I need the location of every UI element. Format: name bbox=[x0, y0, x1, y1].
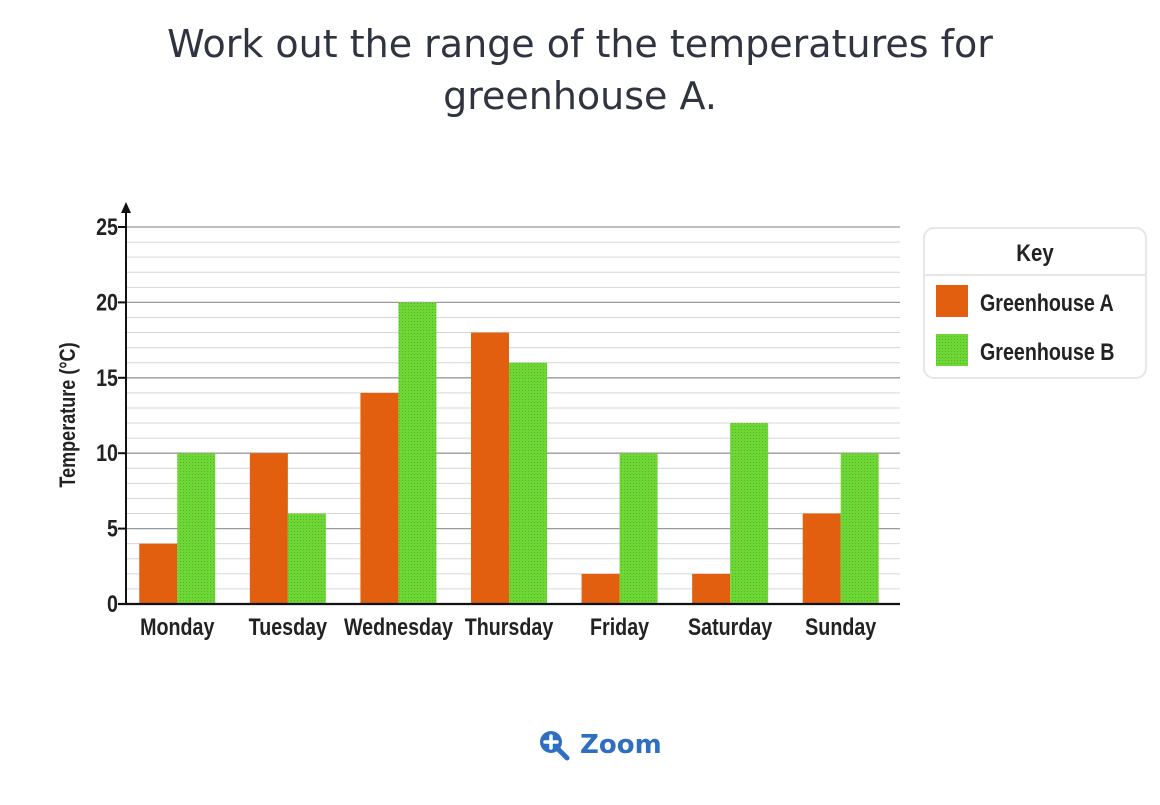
x-tick-label-saturday: Saturday bbox=[688, 613, 773, 640]
y-tick-label-25: 25 bbox=[96, 213, 118, 240]
legend-label-greenhouse-a: Greenhouse A bbox=[980, 289, 1114, 316]
y-axis-arrow bbox=[121, 202, 131, 213]
y-tick-label-5: 5 bbox=[107, 515, 118, 542]
chart-axes bbox=[118, 202, 900, 606]
question-line-2: greenhouse A. bbox=[443, 74, 717, 118]
x-tick-label-thursday: Thursday bbox=[465, 613, 554, 640]
bar-greenhouse-a-wednesday bbox=[360, 392, 399, 604]
y-axis-title: Temperature (°C) bbox=[56, 342, 80, 487]
legend-swatch-greenhouse-b bbox=[936, 334, 968, 366]
x-tick-label-sunday: Sunday bbox=[805, 613, 877, 640]
x-tick-label-friday: Friday bbox=[590, 613, 650, 640]
bar-greenhouse-a-monday bbox=[139, 543, 178, 604]
x-tick-label-wednesday: Wednesday bbox=[344, 613, 454, 640]
y-axis-labels: 0 5 10 15 20 25 bbox=[96, 213, 118, 617]
legend: Key Greenhouse A Greenhouse B bbox=[923, 227, 1147, 379]
x-axis-labels: Monday Tuesday Wednesday Thursday Friday Satu… bbox=[140, 613, 877, 640]
bar-chart: Monday Tuesday Wednesday Thursday Friday Satu… bbox=[56, 202, 1147, 640]
legend-box bbox=[923, 227, 1147, 379]
bar-greenhouse-b-sunday bbox=[840, 453, 879, 604]
y-tick-label-20: 20 bbox=[96, 289, 118, 316]
bar-greenhouse-a-tuesday bbox=[249, 453, 288, 604]
bar-greenhouse-b-saturday bbox=[730, 423, 769, 604]
y-tick-label-15: 15 bbox=[96, 364, 118, 391]
bar-greenhouse-b-tuesday bbox=[287, 513, 326, 604]
bar-greenhouse-a-sunday bbox=[802, 513, 841, 604]
legend-swatch-greenhouse-a bbox=[936, 285, 968, 317]
bar-greenhouse-b-monday bbox=[177, 453, 216, 604]
x-tick-label-tuesday: Tuesday bbox=[249, 613, 328, 640]
legend-label-greenhouse-b: Greenhouse B bbox=[980, 338, 1114, 365]
bar-greenhouse-b-wednesday bbox=[398, 302, 437, 604]
bar-greenhouse-a-friday bbox=[581, 573, 620, 604]
bar-greenhouse-b-thursday bbox=[509, 362, 547, 604]
zoom-button[interactable]: Zoom bbox=[538, 725, 662, 765]
chart-bars bbox=[139, 302, 879, 604]
x-tick-label-monday: Monday bbox=[140, 613, 215, 640]
legend-title: Key bbox=[1016, 239, 1054, 266]
question-line-1: Work out the range of the temperatures f… bbox=[167, 22, 993, 66]
bar-greenhouse-a-thursday bbox=[471, 332, 509, 604]
zoom-in-icon bbox=[540, 731, 570, 761]
y-tick-label-10: 10 bbox=[96, 439, 118, 466]
y-tick-label-0: 0 bbox=[107, 590, 118, 617]
bar-greenhouse-a-saturday bbox=[692, 573, 731, 604]
question-text: Work out the range of the temperatures f… bbox=[0, 18, 1160, 122]
bar-greenhouse-b-friday bbox=[619, 453, 658, 604]
zoom-label: Zoom bbox=[580, 730, 662, 760]
